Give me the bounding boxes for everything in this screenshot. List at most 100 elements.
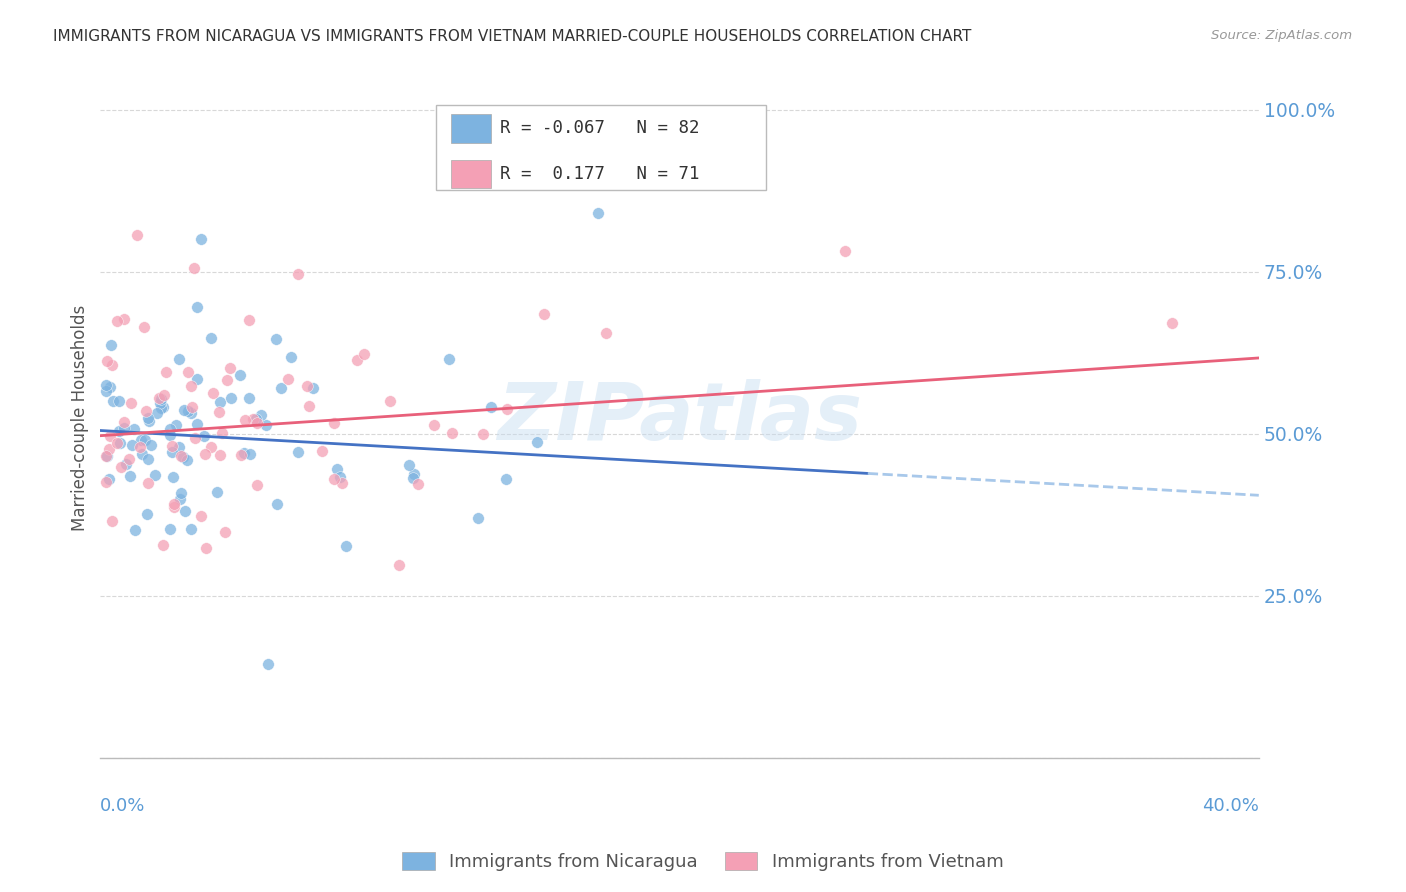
Point — [149, 396, 172, 410]
Point — [153, 388, 176, 402]
Point — [121, 438, 143, 452]
Point — [190, 232, 212, 246]
Point — [246, 477, 269, 491]
Point — [180, 522, 202, 536]
Point — [211, 426, 233, 441]
Point — [108, 436, 131, 450]
Point — [195, 541, 218, 556]
Point — [277, 372, 299, 386]
Text: R =  0.177   N = 71: R = 0.177 N = 71 — [501, 165, 700, 183]
Point — [177, 365, 200, 379]
Point — [183, 261, 205, 276]
Point — [326, 462, 349, 476]
Point — [174, 503, 197, 517]
Point — [162, 470, 184, 484]
FancyBboxPatch shape — [436, 104, 766, 190]
Point — [152, 400, 174, 414]
Point — [186, 417, 208, 432]
Point — [136, 476, 159, 491]
Point — [155, 365, 177, 379]
Point — [167, 440, 190, 454]
Point — [193, 429, 215, 443]
Point — [526, 434, 548, 449]
Point — [201, 386, 224, 401]
Point — [423, 417, 446, 432]
Point — [118, 452, 141, 467]
Point — [129, 433, 152, 447]
Point — [398, 458, 420, 472]
Point — [238, 313, 260, 327]
Point — [298, 400, 321, 414]
Point — [184, 431, 207, 445]
Point — [98, 429, 121, 443]
Point — [110, 459, 132, 474]
Point — [159, 422, 181, 436]
Point — [233, 445, 256, 459]
Point — [138, 451, 160, 466]
Point — [172, 450, 194, 464]
Point — [221, 391, 243, 405]
Point — [94, 377, 117, 392]
Point — [595, 326, 617, 340]
Point — [170, 450, 193, 464]
Point — [233, 413, 256, 427]
Point — [229, 448, 252, 462]
Point — [97, 442, 120, 457]
Point — [402, 471, 425, 485]
Point — [96, 449, 118, 463]
Point — [495, 472, 517, 486]
Point — [177, 403, 200, 417]
Point — [134, 320, 156, 334]
Point — [229, 368, 252, 383]
Point — [152, 538, 174, 552]
Point — [94, 384, 117, 398]
Point — [472, 427, 495, 442]
Point — [250, 408, 273, 422]
Point — [200, 331, 222, 345]
Point — [124, 422, 146, 436]
Point — [94, 475, 117, 489]
Point — [200, 441, 222, 455]
Point — [402, 467, 425, 481]
Point — [120, 395, 142, 409]
Point — [129, 440, 152, 454]
Point — [194, 446, 217, 460]
Point — [270, 380, 292, 394]
Point — [100, 514, 122, 528]
Point — [181, 400, 204, 414]
Point — [180, 378, 202, 392]
Point — [335, 539, 357, 553]
Point — [107, 393, 129, 408]
Point — [101, 358, 124, 372]
Legend: Immigrants from Nicaragua, Immigrants from Vietnam: Immigrants from Nicaragua, Immigrants fr… — [395, 846, 1011, 879]
Point — [135, 507, 157, 521]
Point — [217, 373, 239, 387]
Point — [159, 522, 181, 536]
Point — [257, 657, 280, 671]
Point — [127, 227, 149, 242]
Text: Source: ZipAtlas.com: Source: ZipAtlas.com — [1212, 29, 1353, 42]
Point — [148, 392, 170, 406]
Point — [105, 314, 128, 328]
Point — [169, 491, 191, 506]
FancyBboxPatch shape — [451, 114, 491, 143]
Point — [245, 411, 267, 425]
Point — [98, 380, 121, 394]
Point — [329, 470, 352, 484]
Point — [112, 420, 135, 434]
Point — [586, 206, 609, 220]
Point — [101, 393, 124, 408]
Point — [287, 444, 309, 458]
Point — [190, 509, 212, 524]
Point — [159, 427, 181, 442]
Point — [311, 444, 333, 458]
Point — [214, 525, 236, 540]
Text: R = -0.067   N = 82: R = -0.067 N = 82 — [501, 120, 700, 137]
Point — [163, 497, 186, 511]
Point — [112, 415, 135, 429]
Point — [330, 476, 353, 491]
Point — [388, 558, 411, 573]
Point — [180, 406, 202, 420]
Point — [496, 401, 519, 416]
Point — [112, 312, 135, 326]
